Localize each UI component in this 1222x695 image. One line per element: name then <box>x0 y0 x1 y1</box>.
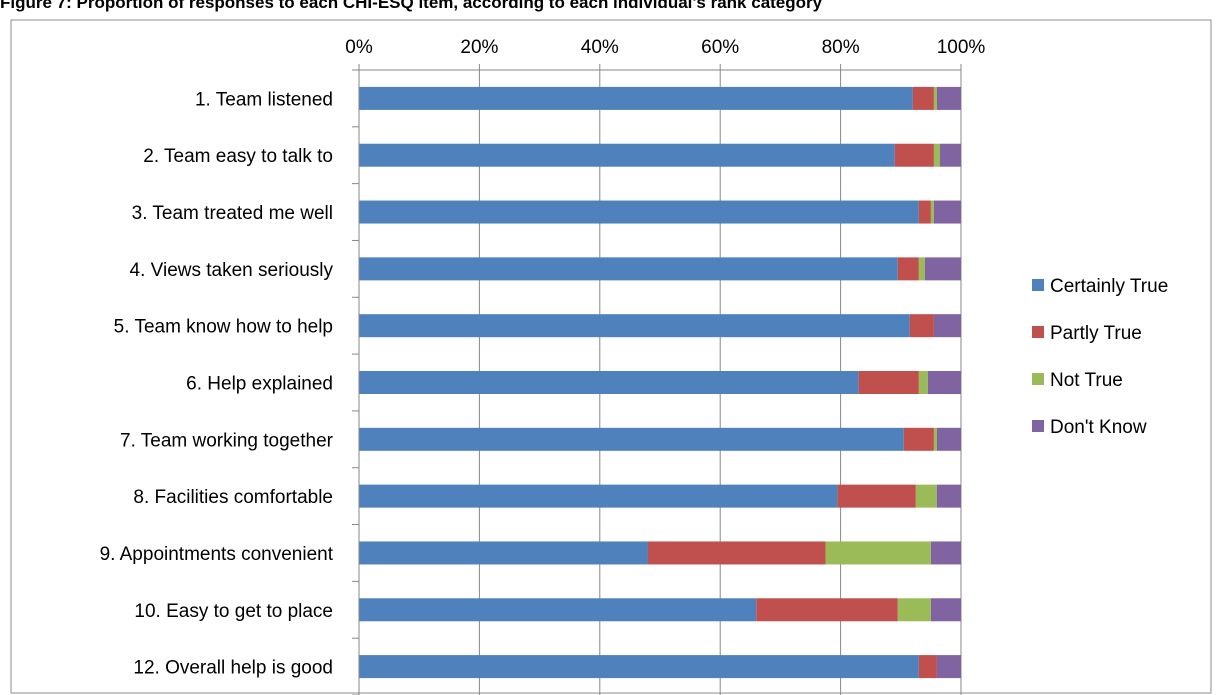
bar-segment <box>927 371 961 394</box>
category-label: 2. Team easy to talk to <box>143 146 333 167</box>
legend: Certainly True Partly True Not True Don't K… <box>1032 276 1168 438</box>
bar-segment <box>359 598 757 622</box>
bar-segment <box>897 257 919 281</box>
bar-segment <box>918 257 925 281</box>
category-label: 7. Team working together <box>120 430 334 451</box>
category-label: 1. Team listened <box>195 89 333 110</box>
bar-segment <box>933 143 940 167</box>
bar-segment <box>936 655 961 679</box>
x-tick-label: 20% <box>460 37 498 58</box>
bar-segment <box>756 598 898 622</box>
bar-segment <box>909 314 934 338</box>
legend-label: Don't Know <box>1050 417 1147 438</box>
bar-segment <box>894 143 934 167</box>
category-label: 3. Team treated me well <box>132 203 333 224</box>
bar-segment <box>939 143 961 167</box>
bar-segment <box>918 371 928 394</box>
bar-segment <box>903 427 934 451</box>
x-tick-label: 60% <box>701 37 739 58</box>
legend-label: Partly True <box>1050 323 1142 344</box>
bar-segment <box>359 655 919 679</box>
bar-segment <box>647 541 826 565</box>
category-label: 10. Easy to get to place <box>134 601 333 622</box>
bar-segment <box>936 484 961 508</box>
legend-swatch <box>1032 373 1044 385</box>
bar-segment <box>359 257 898 281</box>
legend-swatch <box>1032 279 1044 291</box>
bar-segment <box>359 484 838 508</box>
bar-segment <box>933 427 937 451</box>
tick-labels: 0% 20% 40% 60% 80% 100% <box>345 37 985 58</box>
bar-segment <box>933 86 937 110</box>
category-label: 9. Appointments convenient <box>100 544 334 565</box>
bar-segment <box>933 314 961 338</box>
bar-segment <box>837 484 916 508</box>
bar-segment <box>930 541 961 565</box>
bar-segment <box>359 371 859 394</box>
bar-segment <box>918 200 931 224</box>
legend-label: Certainly True <box>1050 276 1168 297</box>
bars <box>359 86 961 679</box>
bar-segment <box>915 484 937 508</box>
x-tick-label: 100% <box>937 37 986 58</box>
bar-segment <box>930 200 934 224</box>
bar-segment <box>897 598 931 622</box>
legend-label: Not True <box>1050 370 1123 391</box>
bar-segment <box>359 200 919 224</box>
x-tick-label: 0% <box>345 37 373 58</box>
bar-segment <box>359 427 904 451</box>
x-tick-label: 40% <box>581 37 619 58</box>
category-label: 8. Facilities comfortable <box>133 487 333 508</box>
bar-segment <box>930 598 961 622</box>
bar-segment <box>359 541 648 565</box>
legend-swatch <box>1032 420 1044 432</box>
category-label: 4. Views taken seriously <box>130 260 334 281</box>
category-labels: 1. Team listened 2. Team easy to talk to 3… <box>100 89 334 678</box>
bar-segment <box>359 86 913 110</box>
category-label: 6. Help explained <box>186 374 333 395</box>
chart-frame <box>10 19 1212 694</box>
chart-title: Figure 7: Proportion of responses to eac… <box>0 0 823 12</box>
legend-swatch <box>1032 326 1044 338</box>
category-label: 5. Team know how to help <box>114 317 333 338</box>
bar-segment <box>936 427 961 451</box>
bar-segment <box>359 143 895 167</box>
bar-segment <box>912 86 934 110</box>
bar-segment <box>359 314 910 338</box>
x-tick-label: 80% <box>822 37 860 58</box>
bar-segment <box>936 86 961 110</box>
bar-segment <box>825 541 931 565</box>
bar-segment <box>933 200 961 224</box>
category-label: 12. Overall help is good <box>133 658 333 679</box>
bar-segment <box>918 655 937 679</box>
axes <box>352 64 962 695</box>
bar-segment <box>858 371 919 394</box>
bar-segment <box>924 257 961 281</box>
